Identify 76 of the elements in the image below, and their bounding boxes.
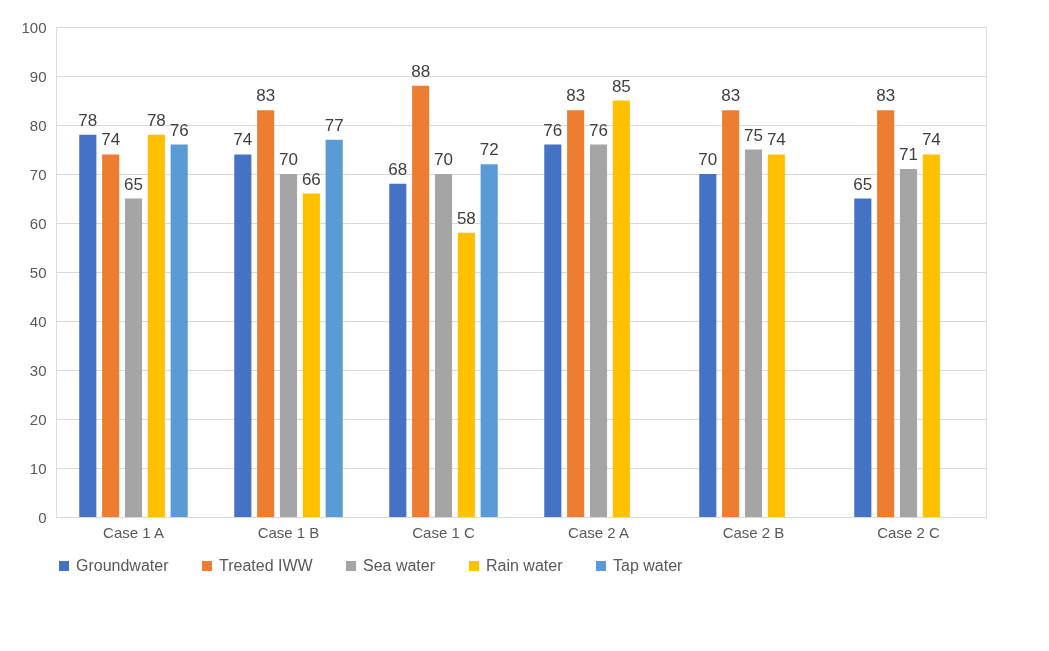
bar — [102, 154, 120, 517]
bar — [302, 193, 320, 517]
data-label: 65 — [124, 174, 143, 194]
bar — [147, 134, 165, 517]
data-label: 70 — [434, 150, 453, 169]
data-label: 76 — [589, 120, 608, 140]
data-label: 65 — [853, 174, 873, 194]
data-label: 83 — [256, 86, 276, 106]
bar — [457, 232, 475, 517]
legend-label: Rain water — [486, 557, 564, 574]
data-label: 77 — [324, 115, 344, 135]
bar — [922, 154, 940, 517]
bar — [434, 174, 453, 517]
data-label: 74 — [921, 130, 941, 150]
bar — [124, 198, 143, 517]
bar — [899, 169, 918, 517]
x-tick-label: Case 1 A — [103, 523, 164, 541]
bar — [389, 183, 407, 517]
data-label: 75 — [744, 125, 763, 145]
data-label: 85 — [611, 76, 631, 96]
bar — [699, 174, 717, 517]
bar — [589, 144, 608, 517]
legend-label: Tap water — [613, 557, 684, 574]
data-label: 78 — [146, 110, 166, 130]
x-tick-label: Case 1 B — [257, 523, 320, 541]
bar — [722, 110, 740, 517]
bar — [480, 164, 498, 517]
y-tick-label: 50 — [29, 263, 47, 281]
y-tick-label: 60 — [29, 214, 47, 232]
y-tick-label: 10 — [29, 459, 47, 477]
bar — [567, 110, 585, 517]
bar — [767, 154, 785, 517]
data-label: 74 — [766, 130, 786, 150]
x-tick-label: Case 2 B — [722, 523, 785, 541]
data-label: 83 — [876, 86, 896, 106]
legend-label: Groundwater — [76, 557, 170, 574]
data-label: 58 — [456, 208, 476, 228]
data-label: 76 — [543, 120, 563, 140]
bar — [170, 144, 188, 517]
bar — [79, 134, 97, 517]
bar — [412, 85, 430, 517]
data-label: 74 — [101, 130, 121, 150]
x-tick-label: Case 2 C — [877, 523, 940, 541]
bar — [854, 198, 872, 517]
y-tick-label: 30 — [29, 361, 47, 379]
data-label: 83 — [721, 86, 741, 106]
data-label: 70 — [279, 150, 298, 169]
data-label: 71 — [899, 145, 918, 165]
legend-label: Treated IWW — [219, 557, 314, 574]
data-label: 74 — [233, 130, 253, 150]
legend-label: Sea water — [363, 557, 436, 574]
data-label: 72 — [479, 140, 499, 160]
data-label: 66 — [301, 169, 321, 189]
bar — [877, 110, 895, 517]
data-label: 76 — [169, 120, 189, 140]
data-label: 83 — [566, 86, 586, 106]
y-tick-label: 0 — [38, 508, 47, 526]
y-tick-label: 20 — [29, 410, 47, 428]
bar — [744, 149, 763, 517]
y-tick-label: 100 — [21, 18, 47, 36]
bar — [544, 144, 562, 517]
y-tick-label: 80 — [29, 116, 47, 134]
bar — [257, 110, 275, 517]
data-label: 70 — [698, 150, 718, 169]
data-label: 68 — [388, 159, 408, 179]
y-tick-label: 40 — [29, 312, 47, 330]
bar — [234, 154, 252, 517]
x-tick-label: Case 2 A — [568, 523, 629, 541]
bar — [612, 100, 630, 517]
y-tick-label: 70 — [29, 165, 47, 183]
bar — [279, 174, 298, 517]
y-tick-label: 90 — [29, 67, 47, 85]
data-label: 78 — [78, 110, 98, 130]
x-tick-label: Case 1 C — [412, 523, 475, 541]
bar — [325, 139, 343, 517]
data-label: 88 — [411, 61, 431, 81]
